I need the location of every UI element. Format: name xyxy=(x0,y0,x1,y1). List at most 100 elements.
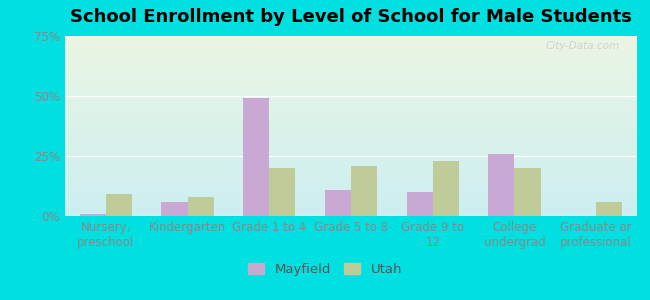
Bar xyxy=(65,64,637,65)
Bar xyxy=(65,80,637,81)
Bar xyxy=(65,93,637,94)
Bar xyxy=(243,98,269,216)
Bar xyxy=(65,195,637,196)
Bar xyxy=(65,139,637,140)
Bar xyxy=(65,109,637,110)
Bar xyxy=(65,65,637,66)
Bar xyxy=(65,63,637,64)
Bar xyxy=(65,70,637,71)
Bar xyxy=(65,164,637,165)
Bar xyxy=(65,43,637,44)
Bar xyxy=(65,40,637,41)
Bar xyxy=(65,69,637,70)
Bar xyxy=(65,212,637,213)
Bar xyxy=(65,125,637,127)
Bar xyxy=(65,94,637,95)
Bar xyxy=(65,72,637,73)
Bar xyxy=(65,132,637,133)
Bar xyxy=(65,56,637,57)
Bar xyxy=(65,83,637,84)
Bar xyxy=(65,127,637,128)
Bar xyxy=(65,177,637,178)
Bar xyxy=(65,185,637,186)
Bar xyxy=(161,202,188,216)
Bar xyxy=(433,161,459,216)
Bar xyxy=(65,118,637,119)
Bar xyxy=(65,99,637,100)
Bar xyxy=(65,41,637,42)
Bar xyxy=(65,157,637,158)
Bar xyxy=(65,119,637,120)
Bar xyxy=(65,71,637,72)
Bar xyxy=(65,146,637,147)
Bar xyxy=(65,159,637,160)
Bar xyxy=(65,173,637,174)
Bar xyxy=(65,57,637,58)
Bar xyxy=(65,194,637,195)
Bar xyxy=(65,145,637,146)
Bar xyxy=(65,98,637,99)
Bar xyxy=(65,110,637,111)
Bar xyxy=(65,150,637,151)
Bar xyxy=(65,78,637,79)
Bar xyxy=(65,203,637,204)
Bar xyxy=(65,148,637,149)
Bar xyxy=(65,181,637,182)
Bar xyxy=(65,213,637,214)
Bar xyxy=(65,134,637,135)
Bar xyxy=(65,114,637,115)
Bar xyxy=(65,207,637,208)
Bar xyxy=(65,165,637,166)
Bar xyxy=(65,96,637,97)
Bar xyxy=(65,196,637,197)
Bar xyxy=(65,76,637,77)
Bar xyxy=(488,154,514,216)
Bar xyxy=(65,153,637,154)
Bar xyxy=(65,184,637,185)
Bar xyxy=(65,210,637,211)
Bar xyxy=(65,87,637,88)
Bar xyxy=(65,151,637,152)
Bar xyxy=(65,92,637,93)
Bar xyxy=(65,44,637,45)
Bar xyxy=(65,162,637,163)
Bar xyxy=(65,182,637,183)
Bar xyxy=(65,172,637,173)
Bar xyxy=(65,120,637,121)
Bar xyxy=(65,192,637,193)
Bar xyxy=(65,168,637,169)
Bar xyxy=(65,204,637,205)
Bar xyxy=(65,136,637,137)
Bar xyxy=(65,155,637,156)
Bar xyxy=(65,60,637,61)
Bar xyxy=(65,66,637,67)
Bar xyxy=(65,58,637,59)
Bar xyxy=(325,190,351,216)
Bar xyxy=(65,193,637,194)
Bar xyxy=(65,52,637,53)
Bar xyxy=(65,117,637,118)
Bar xyxy=(514,168,541,216)
Bar xyxy=(65,123,637,124)
Bar xyxy=(65,183,637,184)
Bar xyxy=(65,189,637,190)
Bar xyxy=(65,174,637,175)
Bar xyxy=(65,82,637,83)
Bar xyxy=(65,67,637,68)
Bar xyxy=(65,84,637,85)
Bar xyxy=(269,168,296,216)
Bar xyxy=(65,53,637,54)
Bar xyxy=(65,190,637,191)
Bar xyxy=(65,77,637,78)
Legend: Mayfield, Utah: Mayfield, Utah xyxy=(243,258,407,281)
Bar xyxy=(65,149,637,150)
Bar xyxy=(65,100,637,101)
Bar xyxy=(65,163,637,164)
Bar xyxy=(65,166,637,167)
Bar xyxy=(65,129,637,130)
Bar xyxy=(65,79,637,80)
Bar xyxy=(65,85,637,86)
Bar xyxy=(65,106,637,107)
Bar xyxy=(351,166,377,216)
Bar xyxy=(406,192,433,216)
